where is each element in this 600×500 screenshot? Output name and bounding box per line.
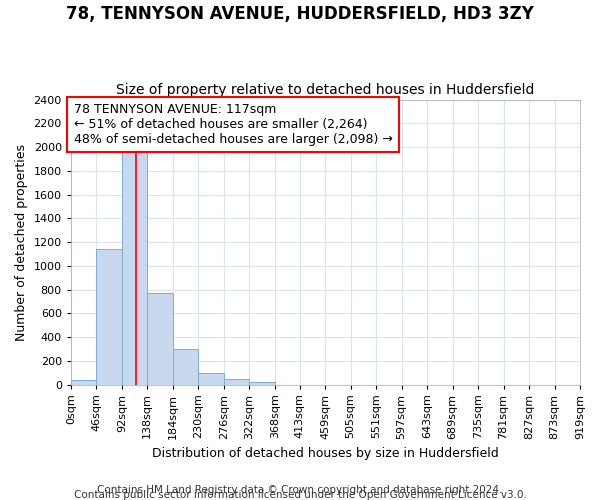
- X-axis label: Distribution of detached houses by size in Huddersfield: Distribution of detached houses by size …: [152, 447, 499, 460]
- Title: Size of property relative to detached houses in Huddersfield: Size of property relative to detached ho…: [116, 83, 535, 97]
- Bar: [71, 380, 97, 384]
- Bar: [224, 379, 249, 384]
- Text: Contains HM Land Registry data © Crown copyright and database right 2024.: Contains HM Land Registry data © Crown c…: [97, 485, 503, 495]
- Bar: [173, 350, 198, 384]
- Bar: [198, 372, 224, 384]
- Text: 78, TENNYSON AVENUE, HUDDERSFIELD, HD3 3ZY: 78, TENNYSON AVENUE, HUDDERSFIELD, HD3 3…: [66, 5, 534, 23]
- Bar: [147, 293, 173, 384]
- Text: Contains public sector information licensed under the Open Government Licence v3: Contains public sector information licen…: [74, 490, 526, 500]
- Text: 78 TENNYSON AVENUE: 117sqm
← 51% of detached houses are smaller (2,264)
48% of s: 78 TENNYSON AVENUE: 117sqm ← 51% of deta…: [74, 103, 392, 146]
- Bar: [249, 382, 275, 384]
- Bar: [97, 249, 122, 384]
- Bar: [122, 152, 147, 384]
- Y-axis label: Number of detached properties: Number of detached properties: [15, 144, 28, 340]
